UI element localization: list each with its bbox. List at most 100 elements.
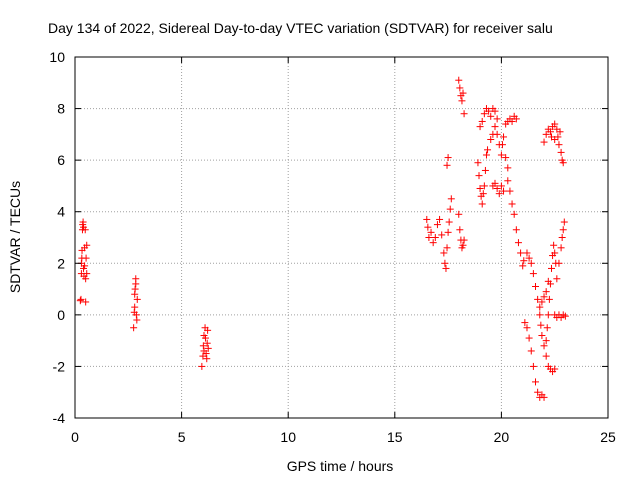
y-tick-label: -2 xyxy=(53,358,66,374)
data-point xyxy=(550,241,558,249)
data-point xyxy=(553,275,561,283)
data-point xyxy=(442,264,450,272)
data-point xyxy=(476,123,484,131)
data-point xyxy=(456,84,464,92)
data-point xyxy=(455,76,463,84)
data-point xyxy=(491,107,499,115)
data-point xyxy=(480,110,488,118)
data-point xyxy=(536,303,544,311)
data-point xyxy=(527,347,535,355)
data-point xyxy=(444,154,452,162)
data-point xyxy=(433,221,441,229)
data-point xyxy=(520,257,528,265)
data-point xyxy=(132,275,140,283)
data-point xyxy=(493,115,501,123)
data-point xyxy=(198,362,206,370)
data-point xyxy=(555,141,563,149)
data-point xyxy=(201,334,209,342)
data-point xyxy=(456,226,464,234)
x-axis-label: GPS time / hours xyxy=(287,458,394,474)
data-point xyxy=(476,185,484,193)
plot-border xyxy=(74,56,609,419)
data-point xyxy=(203,355,211,363)
data-point xyxy=(438,231,446,239)
data-point xyxy=(534,295,542,303)
data-point xyxy=(76,297,84,305)
y-tick-label: 8 xyxy=(57,101,65,117)
data-point xyxy=(542,288,550,296)
data-point xyxy=(543,324,551,332)
data-point xyxy=(458,97,466,105)
data-point xyxy=(540,342,548,350)
data-point xyxy=(546,280,554,288)
data-point xyxy=(558,234,566,241)
grid xyxy=(75,57,608,418)
data-point xyxy=(542,130,550,138)
data-point xyxy=(559,226,567,234)
data-point xyxy=(474,159,482,167)
data-point xyxy=(500,133,508,141)
data-point xyxy=(436,215,444,223)
data-point xyxy=(429,239,437,247)
data-point xyxy=(82,254,90,262)
x-tick-label: 15 xyxy=(387,429,403,445)
data-point xyxy=(519,262,527,270)
data-point xyxy=(506,187,514,195)
data-point xyxy=(538,331,546,339)
data-point xyxy=(559,159,567,167)
data-point xyxy=(479,190,487,198)
data-point xyxy=(81,226,89,234)
data-point xyxy=(534,388,542,396)
data-point xyxy=(551,249,559,257)
data-point xyxy=(460,110,468,118)
data-point xyxy=(497,182,505,190)
data-point xyxy=(77,295,85,303)
data-point xyxy=(485,107,493,115)
data-point xyxy=(446,205,454,213)
data-point xyxy=(514,239,522,247)
data-point xyxy=(131,285,139,293)
ticks: 0 5 10 15 20 25 -4 -2 0 2 4 6 8 10 xyxy=(49,49,616,445)
data-point xyxy=(427,228,435,236)
data-point xyxy=(508,117,516,125)
data-point xyxy=(487,112,495,120)
data-point xyxy=(425,234,433,241)
y-tick-label: 2 xyxy=(57,255,65,271)
data-point xyxy=(512,115,520,123)
data-point xyxy=(546,128,554,136)
data-point xyxy=(204,344,212,352)
data-point xyxy=(475,172,483,180)
data-point xyxy=(423,215,431,223)
y-axis-label: SDTVAR / TECUs xyxy=(7,181,23,293)
y-tick-label: 0 xyxy=(57,307,65,323)
data-point xyxy=(545,295,553,303)
data-point xyxy=(491,179,499,187)
data-point xyxy=(532,282,540,290)
data-point xyxy=(478,200,486,208)
data-point xyxy=(500,187,508,195)
data-point xyxy=(556,128,564,136)
x-tick-label: 20 xyxy=(494,429,510,445)
y-tick-label: -4 xyxy=(53,410,66,426)
data-point xyxy=(133,316,141,324)
data-point xyxy=(443,244,451,252)
data-point xyxy=(517,249,525,257)
data-point xyxy=(525,334,533,342)
data-point xyxy=(508,200,516,208)
x-tick-label: 25 xyxy=(600,429,616,445)
y-tick-label: 4 xyxy=(57,204,65,220)
data-point xyxy=(555,259,563,267)
data-point xyxy=(447,195,455,203)
data-point xyxy=(540,393,548,401)
data-point xyxy=(131,303,139,311)
data-point xyxy=(441,259,449,267)
data-point xyxy=(551,120,559,128)
data-point xyxy=(523,324,531,332)
data-point xyxy=(199,342,207,350)
chart-title: Day 134 of 2022, Sidereal Day-to-day VTE… xyxy=(48,20,553,36)
data-point xyxy=(542,337,550,345)
data-point xyxy=(133,295,141,303)
data-point xyxy=(81,262,89,270)
data-point xyxy=(548,264,556,272)
data-point xyxy=(544,311,552,319)
